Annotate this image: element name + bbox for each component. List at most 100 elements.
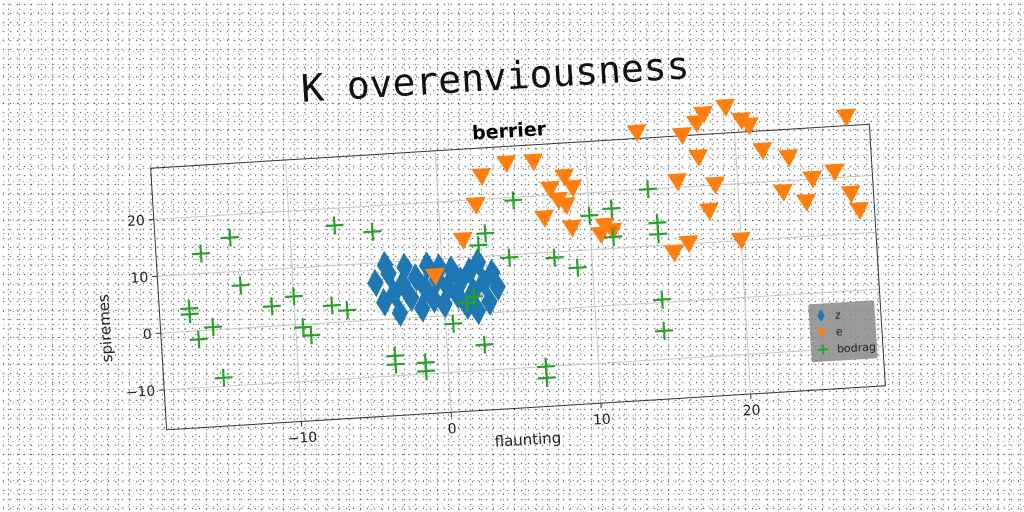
point-bodrag: [191, 244, 211, 263]
point-e: [562, 179, 583, 198]
point-bodrag: [500, 248, 519, 267]
point-bodrag: [417, 362, 436, 381]
point-bodrag: [284, 287, 303, 306]
point-e: [802, 170, 823, 189]
point-e: [692, 105, 713, 124]
point-e: [523, 153, 543, 172]
point-z: [396, 252, 413, 282]
point-e: [849, 201, 870, 220]
point-e: [796, 193, 816, 212]
x-axis-label: flaunting: [494, 429, 562, 451]
y-tick-label: 10: [130, 270, 149, 287]
legend-label-z: z: [835, 308, 842, 321]
point-e: [752, 142, 773, 161]
y-gridline: [160, 288, 880, 334]
point-e: [424, 267, 445, 286]
point-e: [678, 235, 699, 254]
legend-label-e: e: [836, 325, 844, 338]
point-z: [376, 288, 393, 317]
x-tick-label: −10: [287, 430, 317, 448]
point-z: [367, 268, 384, 298]
point-bodrag: [338, 301, 357, 320]
x-gridline: [734, 132, 752, 395]
legend-box: [808, 300, 878, 363]
point-e: [554, 168, 574, 187]
point-e: [539, 180, 560, 199]
point-e: [840, 185, 861, 204]
point-e: [715, 98, 736, 117]
point-bodrag: [221, 228, 240, 247]
point-z: [391, 298, 409, 328]
point-z: [414, 294, 431, 323]
point-bodrag: [302, 326, 321, 345]
y-axis: −10 0 10 20: [125, 213, 165, 402]
point-e: [626, 124, 647, 143]
y-axis-label: spiremes: [94, 294, 116, 363]
point-bodrag: [262, 297, 281, 316]
point-e: [663, 244, 684, 263]
point-bodrag: [325, 216, 344, 235]
point-bodrag: [604, 227, 623, 246]
point-e: [730, 231, 751, 251]
point-bodrag: [469, 236, 488, 255]
point-bodrag: [545, 248, 564, 267]
point-z: [452, 266, 470, 295]
point-bodrag: [386, 355, 405, 374]
point-e: [667, 173, 687, 192]
grid: [153, 132, 883, 422]
point-e: [778, 149, 799, 168]
point-e: [772, 183, 793, 202]
point-bodrag: [475, 335, 494, 354]
point-e: [555, 196, 576, 216]
point-e: [824, 163, 845, 182]
point-bodrag: [189, 330, 208, 349]
point-e: [730, 112, 751, 131]
point-bodrag: [580, 206, 599, 225]
point-bodrag: [180, 305, 199, 324]
point-bodrag: [655, 321, 674, 340]
legend: ze bodrag: [808, 300, 878, 363]
y-tick-label: −10: [125, 384, 155, 402]
point-e: [561, 219, 582, 238]
point-e: [496, 154, 517, 174]
y-tick-label: 0: [142, 327, 152, 344]
point-e: [471, 167, 492, 186]
x-tick-label: 20: [742, 402, 761, 419]
point-bodrag: [653, 290, 672, 309]
figure-suptitle: K overenviousness: [300, 43, 691, 111]
y-gridline: [157, 231, 876, 277]
x-tick-label: 10: [593, 412, 612, 429]
point-bodrag: [568, 258, 587, 277]
point-e: [685, 114, 706, 133]
point-bodrag: [363, 222, 382, 241]
point-e: [590, 226, 611, 245]
legend-label-bodrag: bodrag: [837, 340, 877, 355]
x-gridline: [584, 141, 602, 404]
point-bodrag: [444, 314, 463, 333]
point-e: [465, 196, 486, 215]
point-z: [489, 272, 506, 302]
x-tick-label: 0: [447, 421, 457, 438]
point-z: [431, 253, 448, 282]
point-bodrag: [465, 287, 484, 306]
point-e: [698, 202, 719, 221]
point-z: [402, 283, 420, 313]
point-e: [704, 176, 725, 195]
point-bodrag: [322, 296, 341, 315]
data-points: [180, 98, 870, 388]
plot-frame: [150, 123, 886, 431]
point-bodrag: [638, 180, 657, 199]
legend-marker-bodrag: [817, 344, 829, 355]
point-bodrag: [476, 224, 495, 243]
point-bodrag: [602, 199, 621, 218]
legend-marker-e: [816, 328, 827, 338]
point-e: [671, 127, 692, 146]
point-z: [436, 290, 453, 319]
x-axis: −10 0 10 20: [287, 393, 761, 447]
point-z: [376, 250, 394, 280]
y-gridline: [164, 345, 883, 391]
point-bodrag: [649, 225, 668, 244]
point-bodrag: [294, 318, 313, 337]
point-e: [533, 209, 554, 228]
legend-marker-z: [817, 309, 825, 323]
